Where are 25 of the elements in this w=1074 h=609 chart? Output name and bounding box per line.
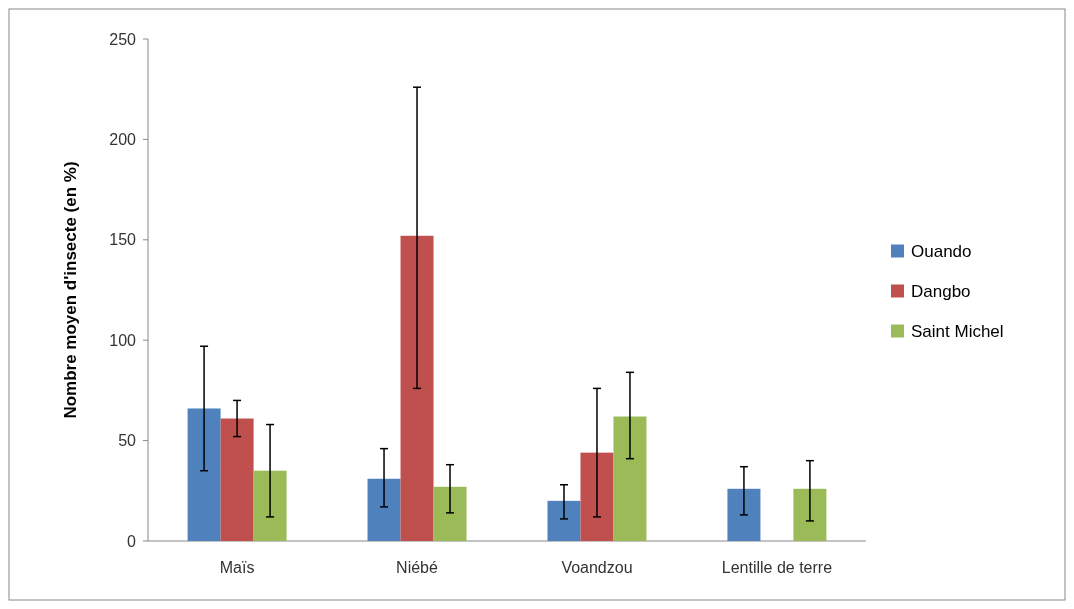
bar bbox=[220, 418, 254, 541]
bar bbox=[613, 416, 647, 541]
y-tick-label: 200 bbox=[109, 131, 137, 148]
bar bbox=[400, 235, 434, 541]
bar bbox=[793, 488, 827, 541]
y-tick-label: 150 bbox=[109, 231, 137, 249]
bar bbox=[367, 478, 401, 541]
bar bbox=[433, 486, 467, 541]
y-tick-label: 50 bbox=[118, 432, 137, 450]
bar bbox=[547, 500, 581, 541]
legend-label: Saint Michel bbox=[911, 322, 1004, 342]
x-tick-label: Niébé bbox=[396, 559, 439, 576]
x-tick-label: Lentille de terre bbox=[721, 559, 833, 576]
bar bbox=[727, 488, 761, 541]
y-tick-label: 0 bbox=[127, 532, 137, 550]
legend-label: Dangbo bbox=[911, 282, 971, 302]
y-axis-title: Nombre moyen d'insecte (en %) bbox=[61, 161, 80, 419]
bar bbox=[187, 408, 221, 541]
y-tick-label: 100 bbox=[109, 331, 137, 349]
legend-label: Ouando bbox=[911, 242, 972, 262]
bar bbox=[580, 452, 614, 541]
bar bbox=[253, 470, 287, 541]
x-tick-label: Maïs bbox=[219, 559, 255, 576]
x-tick-label: Voandzou bbox=[561, 559, 633, 576]
y-tick-label: 250 bbox=[109, 30, 137, 48]
